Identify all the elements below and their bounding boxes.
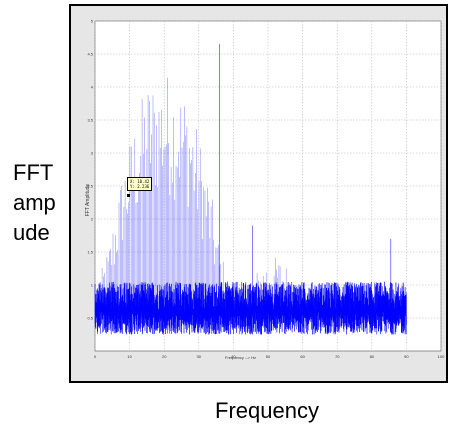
data-tip[interactable]: X: 10.42 Y: 2.236 xyxy=(127,177,153,191)
inner-ylabel-wrap: FFT Amplitude xyxy=(82,170,94,230)
data-tip-x: X: 10.42 xyxy=(130,179,150,184)
x-tick-label: 100 xyxy=(438,354,445,359)
y-tick-label: 1.5 xyxy=(87,250,93,255)
outer-ylabel: FFT amp ude xyxy=(13,158,69,248)
y-tick-label: 5 xyxy=(91,19,94,24)
noise-floor xyxy=(94,281,407,335)
y-tick-label: 4 xyxy=(91,85,94,90)
x-tick-label: 30 xyxy=(197,354,202,359)
fft-plot: 0 10 20 30 40 50 60 70 80 90 100 0.5 1 1.5 2 2.5 3 3.5 4 4.… xyxy=(87,19,445,360)
y-tick-label: 3 xyxy=(91,151,94,156)
outer-ylabel-line: ude xyxy=(13,220,50,245)
data-tip-marker[interactable] xyxy=(127,194,130,197)
y-tick-label: 1 xyxy=(91,283,94,288)
outer-xlabel: Frequency xyxy=(215,398,319,423)
x-tick-label: 50 xyxy=(266,354,271,359)
x-tick-label: 70 xyxy=(335,354,340,359)
y-tick-label: 4.5 xyxy=(87,52,93,57)
y-tick-label: 2.5 xyxy=(87,184,93,189)
figure-frame: 0 10 20 30 40 50 60 70 80 90 100 0.5 1 1.5 2 2.5 3 3.5 4 4.… xyxy=(69,4,448,383)
x-tick-label: 90 xyxy=(404,354,409,359)
outer-ylabel-line: FFT xyxy=(13,160,54,185)
x-tick-label: 0 xyxy=(94,354,97,359)
data-tip-y: Y: 2.236 xyxy=(130,184,150,189)
axis-ylabel: FFT Amplitude xyxy=(85,183,91,217)
axis-xlabel: Frequency --> Hz xyxy=(225,355,257,360)
x-tick-label: 10 xyxy=(127,354,132,359)
x-tick-label: 40 xyxy=(231,354,236,359)
outer-ylabel-line: amp xyxy=(13,190,56,215)
x-tick-label: 20 xyxy=(162,354,167,359)
y-tick-label: 0.5 xyxy=(87,316,93,321)
x-tick-label: 60 xyxy=(300,354,305,359)
x-tick-label: 80 xyxy=(370,354,375,359)
y-tick-label: 3.5 xyxy=(87,118,93,123)
y-tick-label: 2 xyxy=(91,217,94,222)
